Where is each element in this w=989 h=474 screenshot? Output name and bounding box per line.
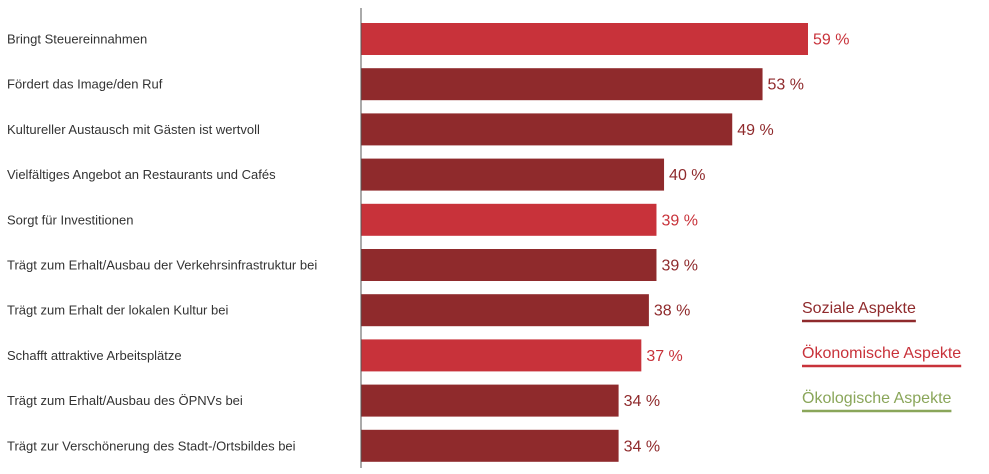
category-label: Trägt zur Verschönerung des Stadt-/Ortsb… bbox=[7, 438, 296, 453]
value-label: 39 % bbox=[661, 258, 697, 275]
category-label: Trägt zum Erhalt/Ausbau des ÖPNVs bei bbox=[7, 393, 243, 408]
category-label: Schafft attraktive Arbeitsplätze bbox=[7, 348, 182, 363]
value-label: 40 % bbox=[669, 167, 705, 184]
bar bbox=[361, 249, 657, 281]
legend-label: Ökonomische Aspekte bbox=[802, 344, 961, 362]
value-label: 34 % bbox=[624, 438, 660, 455]
bar bbox=[361, 113, 733, 146]
category-label: Sorgt für Investitionen bbox=[7, 212, 133, 227]
category-label: Fördert das Image/den Ruf bbox=[7, 77, 163, 92]
value-label: 59 % bbox=[813, 32, 849, 49]
category-label: Bringt Steuereinnahmen bbox=[7, 32, 147, 47]
value-label: 53 % bbox=[768, 77, 804, 94]
value-label: 38 % bbox=[654, 303, 690, 320]
category-label: Vielfältiges Angebot an Restaurants und … bbox=[7, 167, 276, 182]
bar bbox=[361, 158, 665, 191]
value-label: 34 % bbox=[624, 393, 660, 410]
bar bbox=[361, 429, 619, 462]
bar bbox=[361, 68, 763, 101]
bar bbox=[361, 23, 808, 55]
legend-label: Ökologische Aspekte bbox=[802, 389, 952, 407]
value-label: 39 % bbox=[661, 212, 697, 229]
bar bbox=[361, 294, 649, 327]
value-label: 37 % bbox=[646, 348, 682, 365]
value-label: 49 % bbox=[737, 122, 773, 139]
legend-label: Soziale Aspekte bbox=[802, 300, 916, 317]
bar bbox=[361, 203, 657, 236]
category-label: Trägt zum Erhalt/Ausbau der Verkehrsinfr… bbox=[7, 258, 317, 273]
bar bbox=[361, 384, 619, 417]
bar bbox=[361, 339, 642, 372]
category-label: Kultureller Austausch mit Gästen ist wer… bbox=[7, 122, 260, 137]
category-label: Trägt zum Erhalt der lokalen Kultur bei bbox=[7, 303, 228, 318]
